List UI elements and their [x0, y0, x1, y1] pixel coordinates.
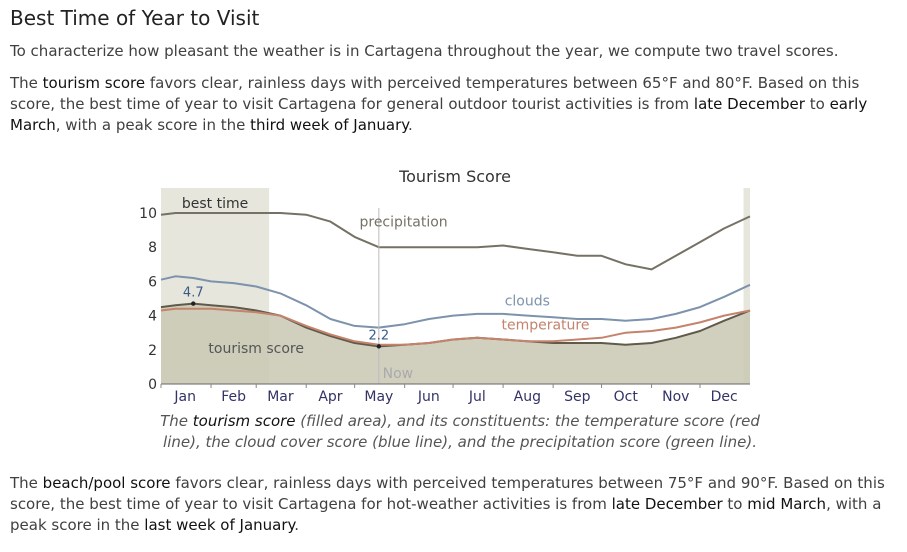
text-segment: (filled area), and its constituents: the… — [163, 412, 760, 451]
annotation-label: 4.7 — [183, 286, 204, 301]
chart-caption: The tourism score (filled area), and its… — [140, 411, 780, 453]
emphasis-tourism-score: tourism score — [42, 74, 146, 92]
y-tick-label: 8 — [148, 240, 157, 256]
text-segment: The — [160, 412, 193, 430]
y-tick-label: 4 — [148, 309, 157, 325]
x-tick-label: Aug — [514, 389, 541, 405]
text-segment: favors clear, rainless days with perceiv… — [10, 474, 885, 513]
beach-paragraph: The beach/pool score favors clear, rainl… — [10, 473, 894, 536]
x-tick-label: Jun — [417, 389, 440, 405]
text-segment: The — [10, 474, 43, 492]
y-tick-label: 2 — [148, 343, 157, 359]
text-segment: favors clear, rainless days with perceiv… — [10, 74, 860, 113]
value-annotations: 4.7 2.2 — [183, 286, 389, 349]
x-axis: Jan Feb Mar Apr May Jun Jul Aug Sep Oct Nov Dec — [160, 384, 738, 405]
x-tick-label: Feb — [221, 389, 246, 405]
emphasis-start-period: late December — [611, 495, 723, 513]
x-tick-label: Jul — [468, 389, 486, 405]
y-tick-label: 0 — [148, 377, 157, 393]
x-tick-label: Dec — [711, 389, 738, 405]
annotation-point — [191, 301, 196, 306]
clouds-line — [160, 275, 751, 329]
text-segment: to — [722, 495, 748, 513]
x-tick-label: Sep — [564, 389, 591, 405]
y-tick-label: 10 — [139, 206, 157, 222]
emphasis-peak-period: last week of January — [144, 516, 295, 534]
tourism-paragraph: The tourism score favors clear, rainless… — [10, 73, 894, 136]
x-tick-label: Apr — [318, 389, 342, 405]
tourism-score-chart: Tourism Score best time 0 2 4 6 8 10 Now tour… — [139, 167, 751, 405]
tourism-score-fill — [161, 303, 750, 384]
x-tick-label: Oct — [614, 389, 639, 405]
annotation-label: 2.2 — [369, 328, 390, 343]
constituent-lines — [160, 212, 751, 348]
x-tick-label: Nov — [662, 389, 689, 405]
emphasis-end-period: early March — [10, 95, 868, 134]
precipitation-line — [160, 212, 751, 271]
emphasis-beach-score: beach/pool score — [42, 474, 171, 492]
text-segment: . — [294, 516, 300, 534]
chart-title: Tourism Score — [398, 167, 511, 186]
best-time-label: best time — [182, 196, 248, 212]
emphasis-start-period: late December — [693, 95, 805, 113]
now-label: Now — [383, 366, 414, 382]
section-heading: Best Time of Year to Visit — [10, 6, 260, 30]
text-segment: . — [408, 116, 413, 134]
text-segment: to — [804, 95, 830, 113]
emphasis-end-period: mid March — [747, 495, 827, 513]
x-tick-label: Mar — [267, 389, 294, 405]
intro-paragraph: To characterize how pleasant the weather… — [10, 42, 839, 60]
annotation-point — [376, 344, 382, 349]
series-label-temperature: temperature — [501, 317, 589, 333]
series-label-precipitation: precipitation — [359, 215, 447, 231]
text-segment: , with a peak score in the — [10, 495, 882, 534]
y-axis: 0 2 4 6 8 10 — [139, 206, 157, 393]
text-segment: , with a peak score in the — [55, 116, 251, 134]
x-tick-label: May — [364, 389, 393, 405]
y-tick-label: 6 — [148, 274, 157, 290]
series-label-tourism-score: tourism score — [208, 341, 304, 357]
emphasis-peak-period: third week of January — [250, 116, 409, 134]
series-labels: tourism score precipitation clouds temperat… — [208, 215, 589, 358]
text-segment: The — [10, 74, 43, 92]
x-tick-label: Jan — [173, 389, 196, 405]
emphasis-tourism-score: tourism score — [192, 412, 296, 430]
now-marker: Now — [378, 208, 414, 384]
series-label-clouds: clouds — [505, 293, 550, 309]
tourism-score-area — [161, 303, 750, 384]
temperature-line — [160, 307, 751, 346]
